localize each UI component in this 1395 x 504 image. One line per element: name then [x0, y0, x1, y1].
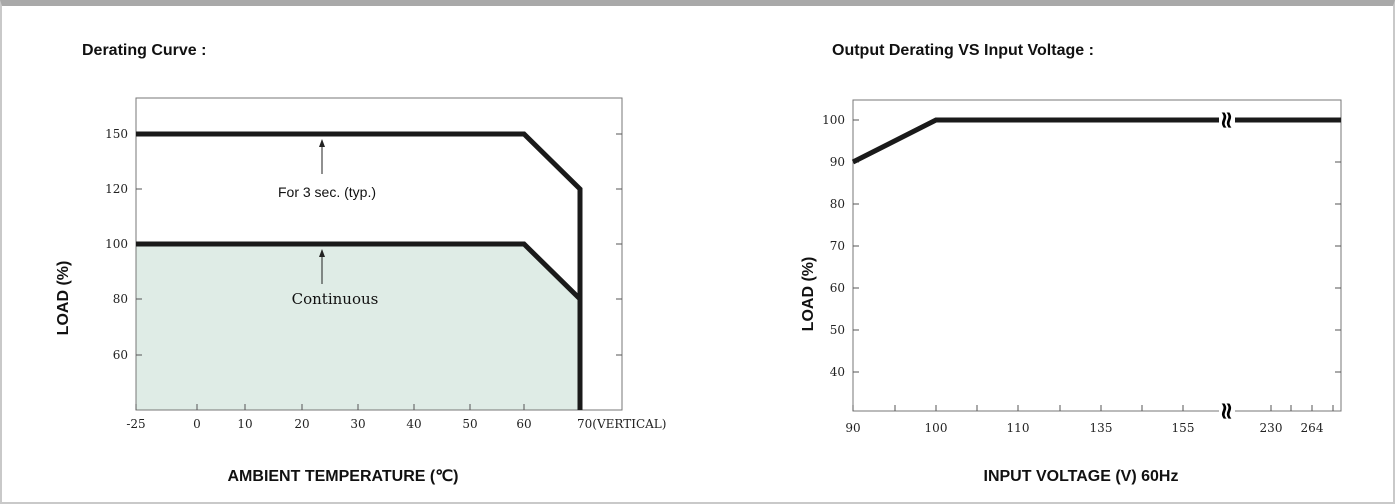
x-tick-label: 20 — [294, 417, 309, 431]
y-tick-label: 60 — [830, 281, 845, 295]
y-tick-label: 50 — [830, 323, 845, 337]
x-tick-label: 10 — [237, 417, 252, 431]
x-tick-label: 135 — [1090, 421, 1113, 435]
x-tick-label: 155 — [1172, 421, 1195, 435]
axis-break-symbol-top: ≈ — [1213, 110, 1241, 130]
y-axis-label: LOAD (%) — [55, 261, 72, 336]
x-tick-label: 40 — [406, 417, 421, 431]
y-axis-label: LOAD (%) — [800, 257, 817, 332]
x-axis-label: INPUT VOLTAGE (V) 60Hz — [984, 468, 1179, 485]
x-tick-label: 0 — [193, 417, 201, 431]
x-axis-label: AMBIENT TEMPERATURE (℃) — [228, 468, 459, 485]
plot-frame — [135, 97, 623, 411]
annotation-3sec: For 3 sec. (typ.) — [278, 184, 376, 200]
annotation-continuous: Continuous — [292, 290, 379, 308]
continuous-load-line — [136, 241, 582, 301]
y-tick-label: 90 — [830, 155, 845, 169]
axis-break-mask-top — [1219, 108, 1235, 132]
axis-break-mask-bottom — [1219, 399, 1235, 423]
x-tick-label: 50 — [462, 417, 477, 431]
x-tick-label: 70(VERTICAL) — [577, 417, 666, 431]
plot-frame — [852, 99, 1342, 412]
continuous-load-area — [136, 244, 580, 410]
y-tick-label: 60 — [113, 348, 128, 362]
y-tick-label: 120 — [105, 182, 128, 196]
y-tick-label: 40 — [830, 365, 845, 379]
x-tick-label: 90 — [845, 421, 860, 435]
y-tick-label: 70 — [830, 239, 845, 253]
annotation-arrowhead — [319, 139, 325, 147]
chart2-title: Output Derating VS Input Voltage : — [832, 42, 1094, 59]
x-tick-label: 264 — [1301, 421, 1324, 435]
y-tick-label: 80 — [830, 197, 845, 211]
y-tick-label: 100 — [822, 113, 845, 127]
y-tick-label: 80 — [113, 292, 128, 306]
x-tick-label: 60 — [516, 417, 531, 431]
x-tick-label: -25 — [126, 417, 145, 431]
axis-break-symbol-bottom: ≈ — [1213, 401, 1241, 421]
y-tick-label: 100 — [105, 237, 128, 251]
chart1-title: Derating Curve : — [82, 42, 207, 59]
y-tick-label: 150 — [105, 127, 128, 141]
x-tick-label: 230 — [1260, 421, 1283, 435]
annotation-arrowhead — [319, 249, 325, 257]
peak-load-line — [136, 131, 583, 410]
x-tick-label: 30 — [350, 417, 365, 431]
load-vs-voltage-line — [851, 117, 1341, 165]
x-tick-label: 100 — [925, 421, 948, 435]
x-tick-label: 110 — [1007, 421, 1030, 435]
